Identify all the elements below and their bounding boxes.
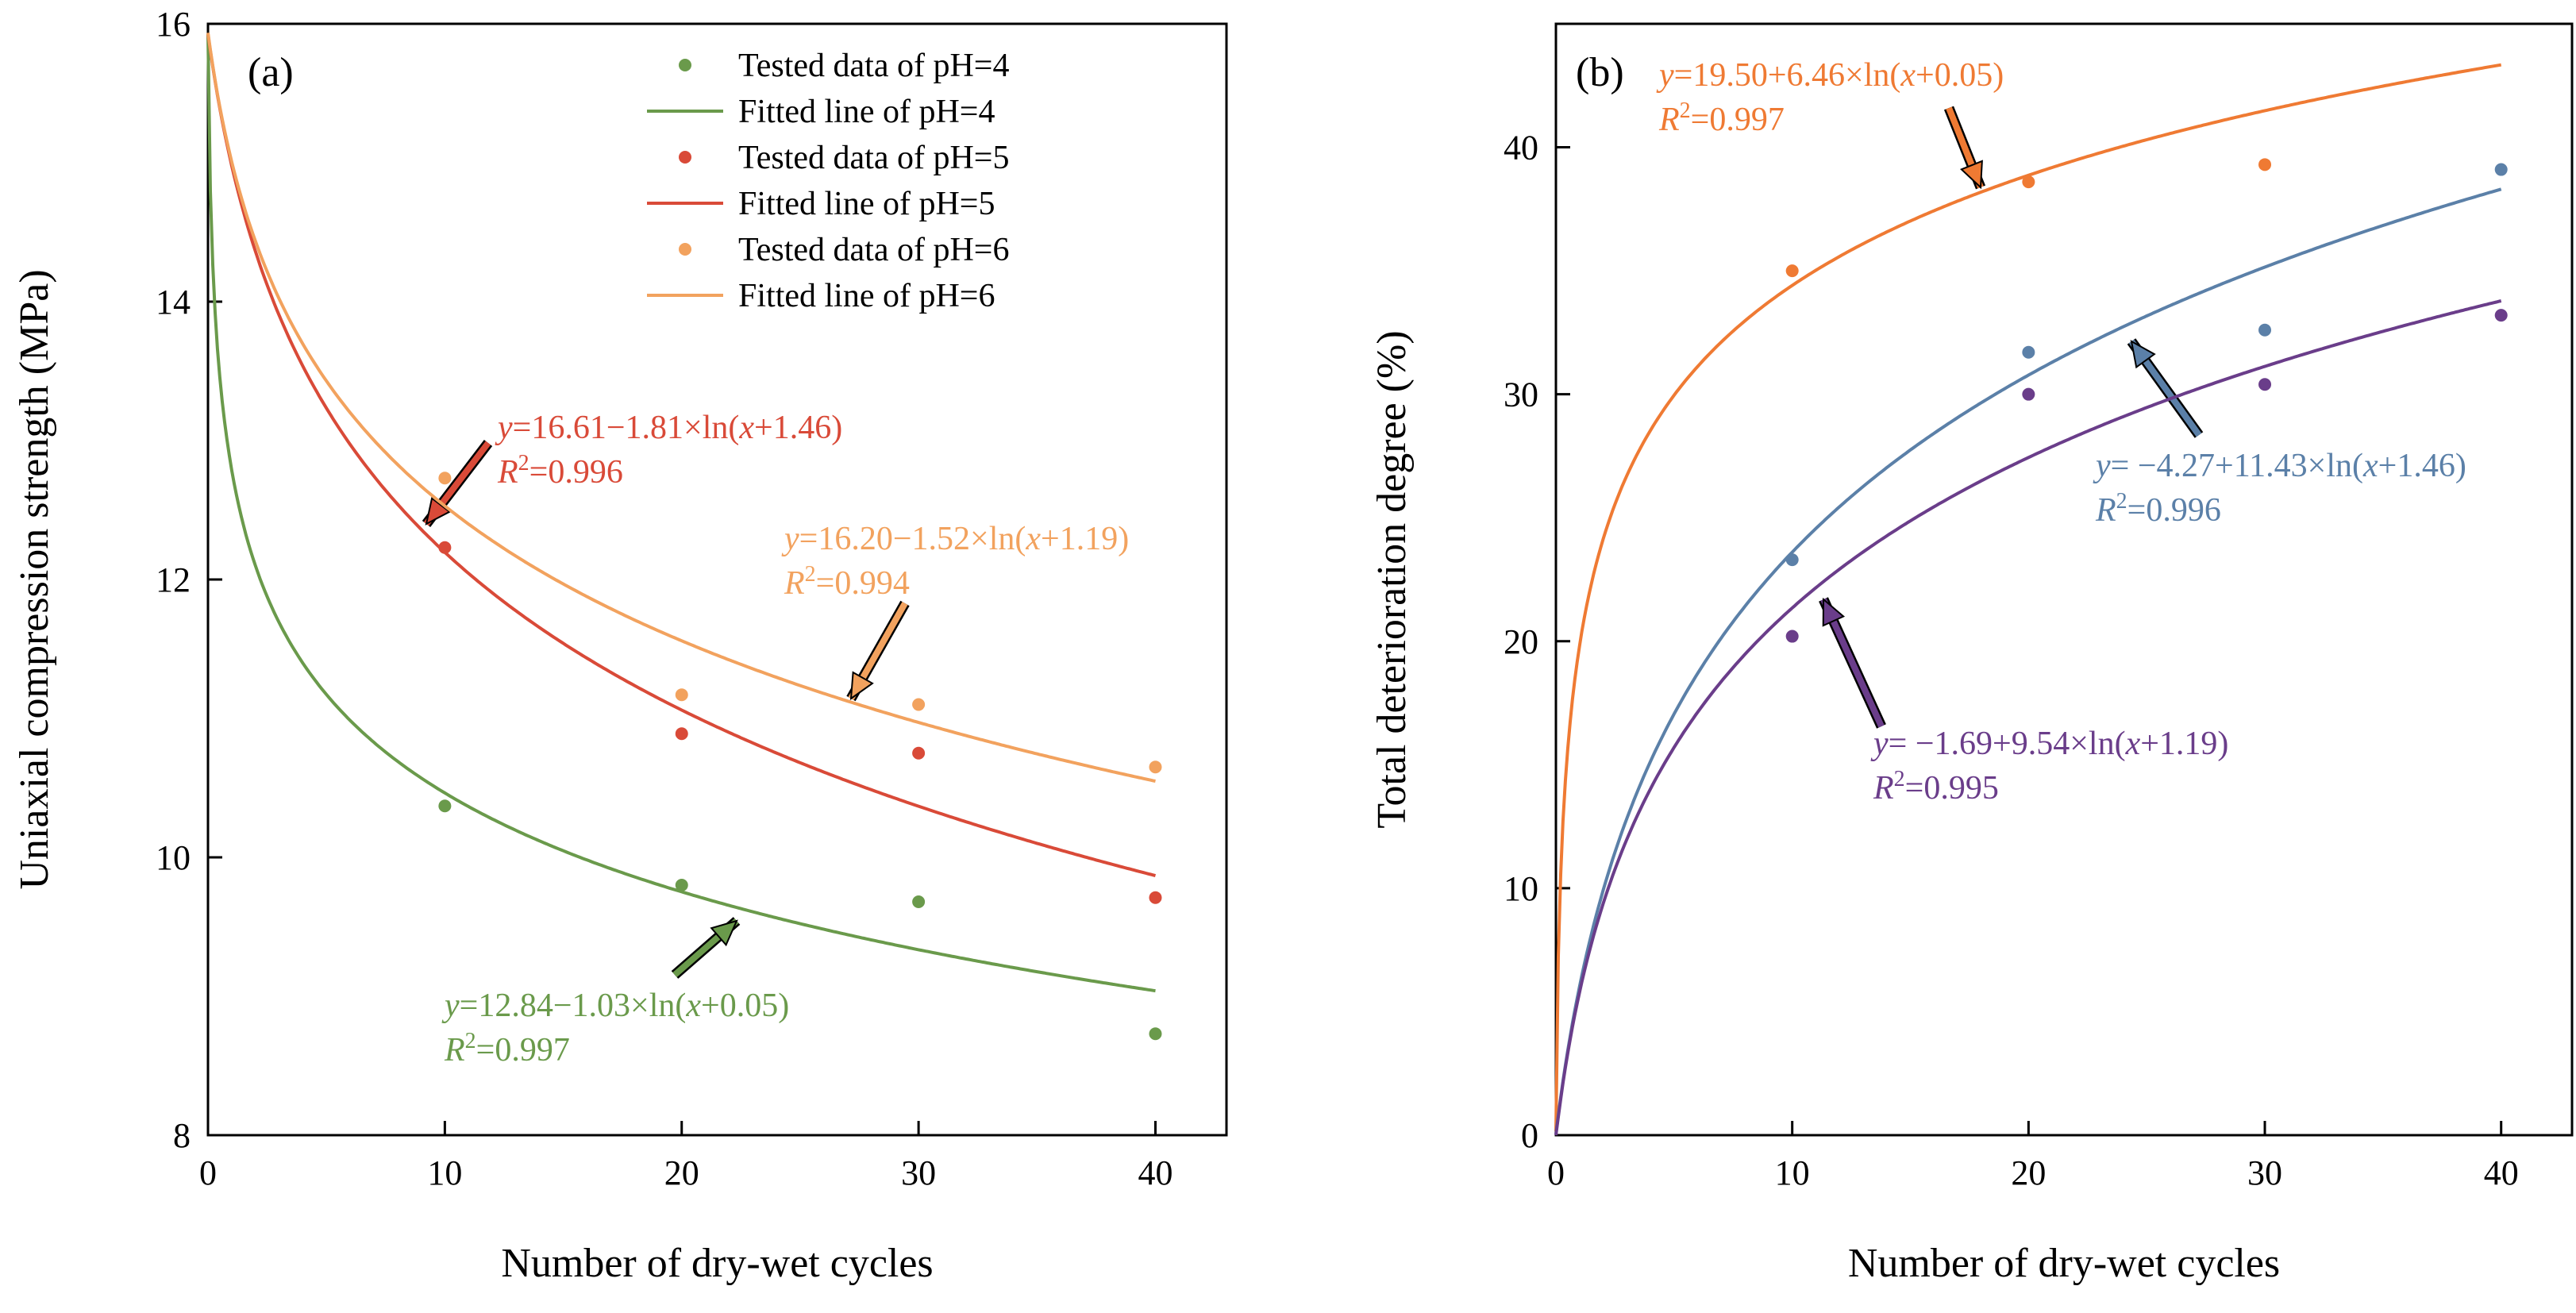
fit-r-squared: R2=0.996 bbox=[497, 451, 623, 491]
data-point bbox=[912, 698, 926, 711]
panel-a: 0 10 20 30 40 8 10 12 14 16 Number of dry-wet cycl… bbox=[12, 5, 1228, 1286]
fit-equation: y=19.50+6.46×ln(x+0.05) bbox=[1656, 57, 2004, 94]
fit-r-squared: R2=0.995 bbox=[1873, 767, 1999, 807]
x-tick-label: 40 bbox=[1138, 1153, 1172, 1192]
fit-equation: y= −4.27+11.43×ln(x+1.46) bbox=[2093, 448, 2466, 484]
fit-equation: y=16.20−1.52×ln(x+1.19) bbox=[781, 521, 1129, 557]
legend-label: Fitted line of pH=4 bbox=[738, 94, 995, 130]
x-tick-label: 40 bbox=[2484, 1153, 2519, 1192]
x-tick-label: 0 bbox=[1547, 1153, 1565, 1192]
arrow-head bbox=[425, 496, 452, 526]
x-tick-label: 10 bbox=[427, 1153, 462, 1192]
x-axis-title: Number of dry-wet cycles bbox=[1848, 1241, 2280, 1286]
plot-frame bbox=[206, 22, 1228, 1137]
y-tick-label: 8 bbox=[173, 1116, 191, 1155]
data-point bbox=[912, 746, 926, 760]
data-point bbox=[675, 879, 688, 891]
panel-label: (b) bbox=[1576, 50, 1624, 95]
panel-b: 0 10 20 30 40 0 10 20 30 40 Number of dry-wet cycl… bbox=[1369, 22, 2574, 1286]
arrow-head bbox=[1822, 597, 1846, 627]
legend-label: Tested data of pH=5 bbox=[738, 140, 1009, 176]
x-tick-label: 10 bbox=[1775, 1153, 1810, 1192]
data-point bbox=[1149, 891, 1162, 904]
y-tick-label: 30 bbox=[1504, 375, 1538, 414]
data-point bbox=[1149, 1027, 1162, 1041]
y-tick-label: 14 bbox=[156, 283, 191, 322]
y-tick-label: 40 bbox=[1504, 129, 1538, 167]
legend-label: Tested data of pH=6 bbox=[738, 232, 1009, 268]
fit-r-squared: R2=0.997 bbox=[1658, 98, 1785, 138]
legend-label: Tested data of pH=4 bbox=[738, 48, 1009, 84]
data-point bbox=[2022, 345, 2035, 359]
fitted-line-ph6 bbox=[206, 33, 1156, 783]
data-point bbox=[2258, 158, 2272, 171]
fit-r-squared: R2=0.997 bbox=[444, 1029, 570, 1068]
legend-marker bbox=[679, 151, 691, 164]
fitted-line-ph5 bbox=[206, 33, 1157, 878]
y-tick-label: 20 bbox=[1504, 622, 1538, 661]
data-point bbox=[2258, 378, 2272, 391]
x-tick-label: 30 bbox=[2247, 1153, 2282, 1192]
data-point bbox=[2022, 175, 2035, 189]
data-point bbox=[1785, 553, 1799, 567]
x-tick-label: 0 bbox=[199, 1153, 217, 1192]
arrow-head bbox=[1960, 160, 1983, 190]
arrow-head bbox=[710, 919, 738, 947]
legend-label: Fitted line of pH=5 bbox=[738, 186, 995, 222]
y-axis-title: Total deterioration degree (%) bbox=[1369, 330, 1415, 828]
arrow-head bbox=[849, 671, 874, 701]
fitted-line-ph4 bbox=[206, 33, 1156, 993]
legend-marker bbox=[679, 243, 691, 256]
fit-equation: y=12.84−1.03×ln(x+0.05) bbox=[441, 988, 789, 1024]
fit-equation: y= −1.69+9.54×ln(x+1.19) bbox=[1870, 726, 2228, 762]
fit-r-squared: R2=0.996 bbox=[2095, 489, 2221, 529]
plot-frame bbox=[1554, 22, 2574, 1137]
data-point bbox=[438, 541, 452, 554]
x-axis-title: Number of dry-wet cycles bbox=[501, 1241, 933, 1286]
fitted-line-ph6 bbox=[1554, 299, 2502, 1136]
data-point bbox=[2258, 323, 2272, 337]
fitted-line-ph5 bbox=[1554, 187, 2502, 1134]
y-tick-label: 16 bbox=[156, 5, 191, 44]
y-tick-label: 12 bbox=[156, 560, 191, 599]
fit-equation: y=16.61−1.81×ln(x+1.46) bbox=[495, 410, 842, 446]
data-point bbox=[1785, 264, 1799, 278]
legend: Tested data of pH=4 Fitted line of pH=4 Te… bbox=[647, 48, 1009, 314]
y-tick-label: 0 bbox=[1521, 1116, 1538, 1155]
data-point bbox=[2022, 387, 2035, 401]
data-point bbox=[1785, 630, 1799, 643]
x-tick-label: 20 bbox=[664, 1153, 699, 1192]
x-tick-label: 30 bbox=[901, 1153, 936, 1192]
fit-r-squared: R2=0.994 bbox=[784, 562, 910, 602]
arrow-head bbox=[2130, 340, 2156, 369]
data-point bbox=[2494, 163, 2508, 176]
y-tick-label: 10 bbox=[1504, 869, 1538, 908]
legend-label: Fitted line of pH=6 bbox=[738, 278, 995, 314]
fitted-line-ph4 bbox=[1554, 63, 2502, 1132]
panel-label: (a) bbox=[248, 50, 294, 95]
data-point bbox=[438, 472, 452, 485]
data-point bbox=[2494, 309, 2508, 322]
data-point bbox=[675, 688, 688, 702]
data-point bbox=[1149, 760, 1162, 774]
y-tick-label: 10 bbox=[156, 838, 191, 877]
legend-marker bbox=[679, 59, 691, 71]
data-point bbox=[675, 727, 688, 741]
x-tick-label: 20 bbox=[2011, 1153, 2046, 1192]
data-point bbox=[438, 799, 452, 813]
data-point bbox=[912, 895, 926, 908]
y-axis-title: Uniaxial compression strength (MPa) bbox=[12, 269, 57, 889]
